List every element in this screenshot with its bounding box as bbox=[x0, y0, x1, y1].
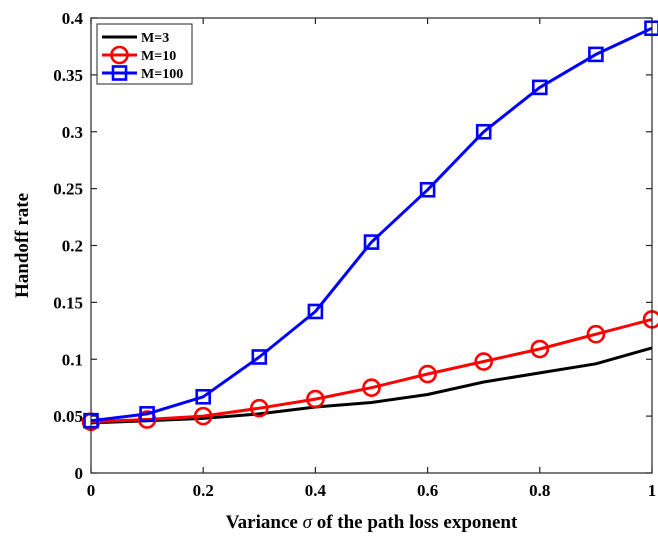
square-marker bbox=[307, 303, 324, 320]
x-tick-label: 0.6 bbox=[417, 481, 438, 500]
legend-item: M=3 bbox=[102, 31, 169, 46]
series-line bbox=[90, 346, 653, 425]
circle-marker bbox=[137, 410, 157, 429]
series-line bbox=[90, 317, 653, 424]
sigma-symbol: σ bbox=[303, 512, 313, 533]
x-tick-label: 1 bbox=[648, 481, 657, 500]
legend-item: M=100 bbox=[102, 65, 183, 82]
series-m-100 bbox=[83, 20, 658, 429]
y-tick-label: 0.35 bbox=[53, 66, 83, 85]
y-tick-label: 0.1 bbox=[62, 350, 83, 369]
x-tick-label: 0.2 bbox=[193, 481, 214, 500]
square-marker bbox=[475, 123, 492, 140]
series-line bbox=[90, 26, 653, 423]
tick-labels: 0 0.2 0.4 0.6 0.8 1 0 0.05 0.1 0.15 0.2 0.25 0.3 0.35… bbox=[53, 9, 656, 500]
circle-marker bbox=[586, 324, 606, 344]
circle-marker bbox=[530, 339, 550, 359]
legend: M=3 M=10 M=100 bbox=[96, 23, 193, 85]
square-marker bbox=[419, 181, 436, 198]
x-tick-label: 0 bbox=[87, 481, 96, 500]
series-m-10 bbox=[81, 310, 658, 432]
x-tick-label: 0.8 bbox=[529, 481, 550, 500]
plot-frame bbox=[90, 17, 653, 474]
y-tick-label: 0.2 bbox=[62, 237, 83, 256]
y-tick-label: 0.15 bbox=[53, 293, 83, 312]
y-tick-label: 0.25 bbox=[53, 180, 83, 199]
legend-label: M=100 bbox=[141, 67, 183, 82]
legend-label: M=10 bbox=[141, 49, 176, 64]
legend-item: M=10 bbox=[102, 45, 176, 65]
y-tick-label: 0.4 bbox=[62, 9, 84, 28]
circle-marker bbox=[418, 364, 437, 384]
x-tick-label: 0.4 bbox=[305, 481, 327, 500]
y-tick-label: 0 bbox=[75, 464, 84, 483]
series-layer bbox=[81, 20, 658, 432]
square-marker bbox=[588, 46, 604, 63]
square-marker bbox=[111, 65, 128, 81]
square-marker bbox=[531, 79, 548, 96]
circle-marker bbox=[362, 378, 381, 397]
circle-marker bbox=[193, 406, 213, 426]
legend-label: M=3 bbox=[141, 31, 169, 46]
circle-marker bbox=[249, 398, 269, 418]
circle-marker bbox=[474, 352, 494, 371]
circle-marker bbox=[110, 45, 129, 65]
series-m-3 bbox=[90, 346, 653, 425]
x-axis-label-post: of the path loss exponent bbox=[312, 512, 518, 533]
x-axis-label-pre: Variance bbox=[226, 512, 303, 533]
circle-marker bbox=[306, 389, 325, 409]
square-marker bbox=[251, 349, 268, 365]
plot-area bbox=[91, 18, 652, 473]
square-marker bbox=[195, 388, 211, 405]
x-axis-label: Variance σ of the path loss exponent bbox=[226, 512, 518, 533]
y-axis-label: Handoff rate bbox=[12, 193, 33, 298]
y-tick-label: 0.05 bbox=[53, 407, 83, 426]
square-marker bbox=[139, 406, 155, 422]
y-tick-label: 0.3 bbox=[62, 123, 83, 142]
square-marker bbox=[363, 234, 380, 250]
